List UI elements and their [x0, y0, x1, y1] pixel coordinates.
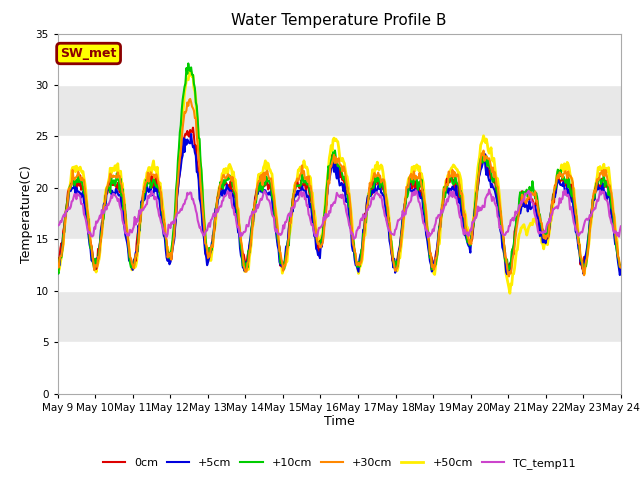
0cm	[154, 189, 162, 195]
Line: +30cm: +30cm	[58, 99, 621, 276]
+5cm	[616, 272, 624, 278]
0cm	[432, 252, 440, 258]
Line: TC_temp11: TC_temp11	[58, 190, 621, 239]
+30cm	[387, 232, 394, 238]
Title: Water Temperature Profile B: Water Temperature Profile B	[232, 13, 447, 28]
+10cm	[388, 239, 396, 244]
TC_temp11	[431, 223, 438, 229]
0cm	[310, 220, 318, 226]
+50cm	[387, 231, 394, 237]
+10cm	[432, 262, 440, 268]
TC_temp11	[198, 230, 206, 236]
+50cm	[479, 137, 486, 143]
+50cm	[506, 290, 514, 296]
+30cm	[54, 262, 61, 267]
Line: +10cm: +10cm	[58, 63, 621, 274]
+10cm	[310, 220, 318, 226]
+30cm	[479, 152, 486, 158]
+50cm	[154, 164, 161, 170]
+5cm	[200, 229, 207, 235]
0cm	[189, 125, 197, 131]
+50cm	[617, 267, 625, 273]
Bar	[58, 240, 621, 291]
+50cm	[54, 266, 61, 272]
0cm	[388, 246, 396, 252]
Line: 0cm: 0cm	[58, 128, 621, 269]
X-axis label: Time: Time	[324, 415, 355, 429]
+10cm	[184, 60, 192, 66]
Bar	[58, 342, 621, 394]
+50cm	[186, 69, 193, 74]
+50cm	[310, 203, 317, 209]
+10cm	[200, 219, 208, 225]
+10cm	[54, 271, 62, 276]
TC_temp11	[308, 221, 316, 227]
TC_temp11	[617, 224, 625, 229]
+5cm	[479, 161, 486, 167]
+30cm	[154, 175, 161, 180]
+30cm	[431, 264, 438, 270]
+50cm	[200, 206, 207, 212]
+30cm	[617, 264, 625, 270]
Text: SW_met: SW_met	[60, 47, 116, 60]
+10cm	[154, 185, 162, 191]
Y-axis label: Temperature(C): Temperature(C)	[20, 165, 33, 263]
+30cm	[186, 96, 194, 102]
TC_temp11	[485, 187, 493, 192]
+5cm	[310, 224, 317, 230]
+30cm	[310, 207, 317, 213]
0cm	[617, 263, 625, 268]
+5cm	[154, 189, 161, 195]
TC_temp11	[387, 229, 394, 235]
TC_temp11	[154, 204, 161, 209]
+50cm	[431, 272, 438, 277]
0cm	[54, 256, 61, 262]
Line: +50cm: +50cm	[58, 72, 621, 293]
+30cm	[200, 215, 207, 220]
Line: +5cm: +5cm	[58, 134, 621, 275]
Bar	[58, 34, 621, 85]
0cm	[129, 266, 137, 272]
0cm	[200, 230, 208, 236]
+5cm	[617, 263, 625, 269]
+10cm	[617, 263, 625, 269]
+5cm	[188, 131, 195, 137]
+5cm	[431, 258, 438, 264]
+30cm	[505, 274, 513, 279]
+5cm	[54, 271, 61, 276]
Legend: 0cm, +5cm, +10cm, +30cm, +50cm, TC_temp11: 0cm, +5cm, +10cm, +30cm, +50cm, TC_temp1…	[99, 453, 580, 473]
+5cm	[387, 242, 394, 248]
TC_temp11	[350, 236, 358, 242]
Bar	[58, 136, 621, 188]
0cm	[480, 156, 488, 161]
TC_temp11	[479, 203, 486, 208]
TC_temp11	[54, 223, 61, 228]
+10cm	[480, 150, 488, 156]
+10cm	[54, 267, 61, 273]
